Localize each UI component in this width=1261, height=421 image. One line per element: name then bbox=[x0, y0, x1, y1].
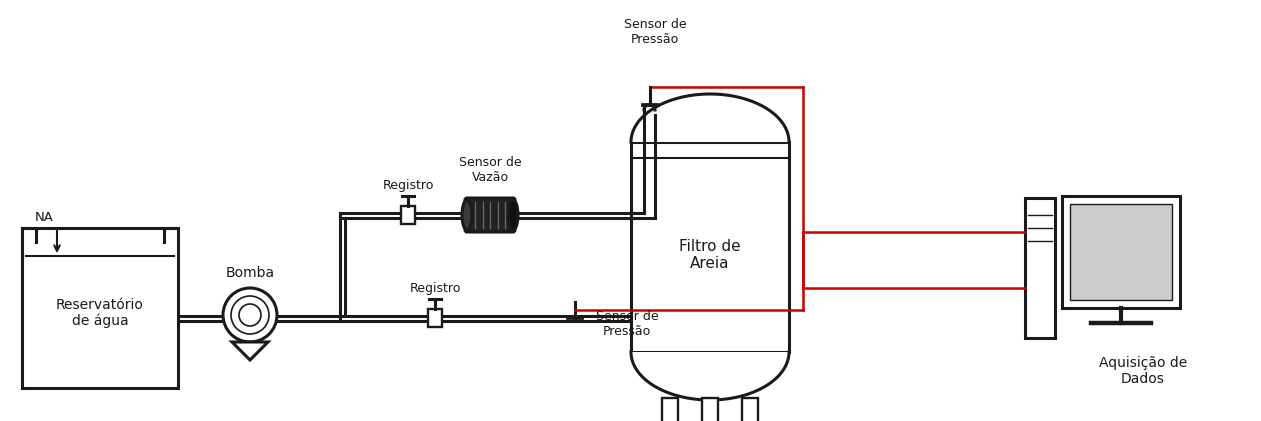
Polygon shape bbox=[630, 352, 789, 400]
Ellipse shape bbox=[462, 200, 472, 230]
Text: Reservatório
de água: Reservatório de água bbox=[55, 298, 144, 328]
Text: Filtro de
Areia: Filtro de Areia bbox=[680, 239, 740, 271]
Text: Sensor de
Pressão: Sensor de Pressão bbox=[595, 310, 658, 338]
Polygon shape bbox=[662, 398, 678, 421]
Polygon shape bbox=[630, 142, 789, 352]
Text: Aquisição de
Dados: Aquisição de Dados bbox=[1098, 356, 1187, 386]
Text: Registro: Registro bbox=[410, 282, 460, 295]
Polygon shape bbox=[1025, 198, 1055, 338]
Circle shape bbox=[223, 288, 277, 342]
Text: Sensor de
Vazão: Sensor de Vazão bbox=[459, 156, 521, 184]
Polygon shape bbox=[741, 398, 758, 421]
Text: NA: NA bbox=[34, 211, 53, 224]
Polygon shape bbox=[630, 94, 789, 142]
Text: Sensor de
Pressão: Sensor de Pressão bbox=[624, 18, 686, 46]
Polygon shape bbox=[21, 228, 178, 388]
Ellipse shape bbox=[508, 200, 518, 230]
Polygon shape bbox=[427, 309, 443, 327]
Text: Bomba: Bomba bbox=[226, 266, 275, 280]
FancyBboxPatch shape bbox=[465, 198, 514, 232]
Polygon shape bbox=[1071, 204, 1171, 300]
Polygon shape bbox=[232, 342, 269, 360]
Polygon shape bbox=[401, 206, 415, 224]
Text: Registro: Registro bbox=[382, 179, 434, 192]
Polygon shape bbox=[702, 398, 718, 421]
Polygon shape bbox=[1062, 196, 1180, 308]
